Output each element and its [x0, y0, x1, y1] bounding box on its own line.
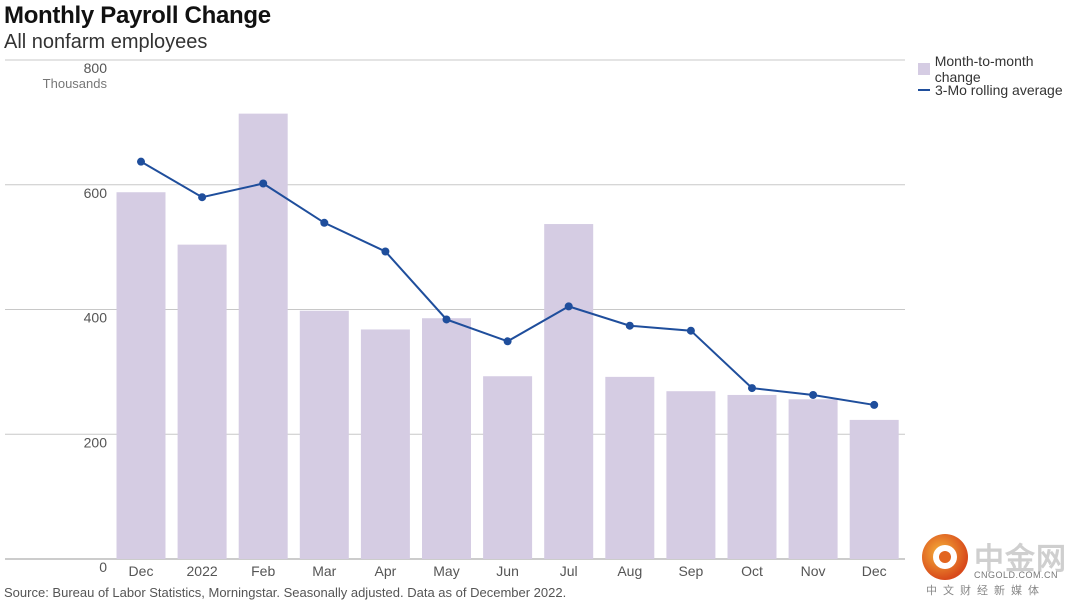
line-point [381, 247, 390, 256]
x-tick-label: Aug [617, 563, 642, 579]
y-unit-label: Thousands [43, 76, 108, 91]
x-tick-label: 2022 [187, 563, 218, 579]
y-tick-label: 200 [84, 434, 108, 450]
line-point [259, 179, 268, 188]
legend-bar-label: Month-to-month change [934, 52, 1034, 85]
bar [360, 329, 410, 559]
line-series [137, 157, 879, 409]
logo-tagline: 中文财经新媒体 [926, 584, 1045, 597]
x-tick-label: Mar [312, 563, 336, 579]
y-tick-label: 600 [84, 185, 108, 201]
legend-item-line: 3-Mo rolling average [918, 79, 1080, 100]
y-axis: Thousands 0 200 400 600 800 [43, 60, 108, 575]
watermark-logo: 中金网 CNGOLD.COM.CN 中文财经新媒体 [922, 534, 1072, 600]
x-tick-label: Jun [496, 563, 519, 579]
line-point [686, 326, 695, 335]
x-tick-label: Sep [678, 563, 703, 579]
line-point [870, 400, 879, 409]
bar [605, 376, 655, 559]
bar [544, 224, 594, 559]
x-tick-label: Jul [560, 563, 578, 579]
legend: Month-to-month change 3-Mo rolling avera… [918, 53, 1080, 100]
logo-url: CNGOLD.COM.CN [974, 570, 1059, 580]
line-point [564, 302, 573, 311]
line-point [748, 384, 756, 393]
bar [788, 399, 838, 559]
bar [177, 244, 227, 559]
bar [422, 318, 471, 559]
bar [727, 394, 777, 559]
bar [849, 419, 899, 559]
x-tick-label: Dec [129, 563, 154, 579]
logo-name: 中金网 [974, 542, 1067, 577]
x-tick-label: Apr [375, 563, 397, 579]
x-tick-label: May [433, 563, 459, 579]
bar [666, 391, 716, 559]
chart-subtitle: All nonfarm employees [4, 31, 208, 53]
x-tick-label: Nov [801, 563, 826, 579]
chart-title: Monthly Payroll Change [4, 2, 271, 29]
x-tick-label: Feb [251, 563, 275, 579]
y-tick-label: 800 [84, 60, 108, 76]
line-point [137, 157, 145, 166]
line-point [442, 315, 451, 324]
legend-item-bar: Month-to-month change [918, 53, 1080, 85]
legend-line-swatch [918, 88, 930, 91]
line-point [198, 193, 207, 202]
bar [483, 376, 533, 559]
x-tick-label: Dec [862, 563, 887, 579]
legend-line-label: 3-Mo rolling average [935, 81, 1063, 98]
source-note: Source: Bureau of Labor Statistics, Morn… [4, 585, 567, 600]
y-tick-label: 0 [99, 559, 107, 575]
legend-bar-swatch [918, 62, 930, 75]
line-point [503, 337, 512, 346]
x-tick-label: Oct [741, 563, 763, 579]
y-tick-label: 400 [84, 310, 108, 326]
bar [116, 192, 166, 560]
line-point [320, 218, 329, 227]
bar [299, 310, 349, 559]
bar-series [116, 113, 899, 560]
logo-mark-icon [922, 534, 968, 580]
x-axis: Dec 2022 Feb Mar Apr May Jun Jul Aug Sep Oct Nov Dec [129, 563, 887, 579]
line-point [625, 321, 634, 330]
line-point [809, 390, 818, 399]
